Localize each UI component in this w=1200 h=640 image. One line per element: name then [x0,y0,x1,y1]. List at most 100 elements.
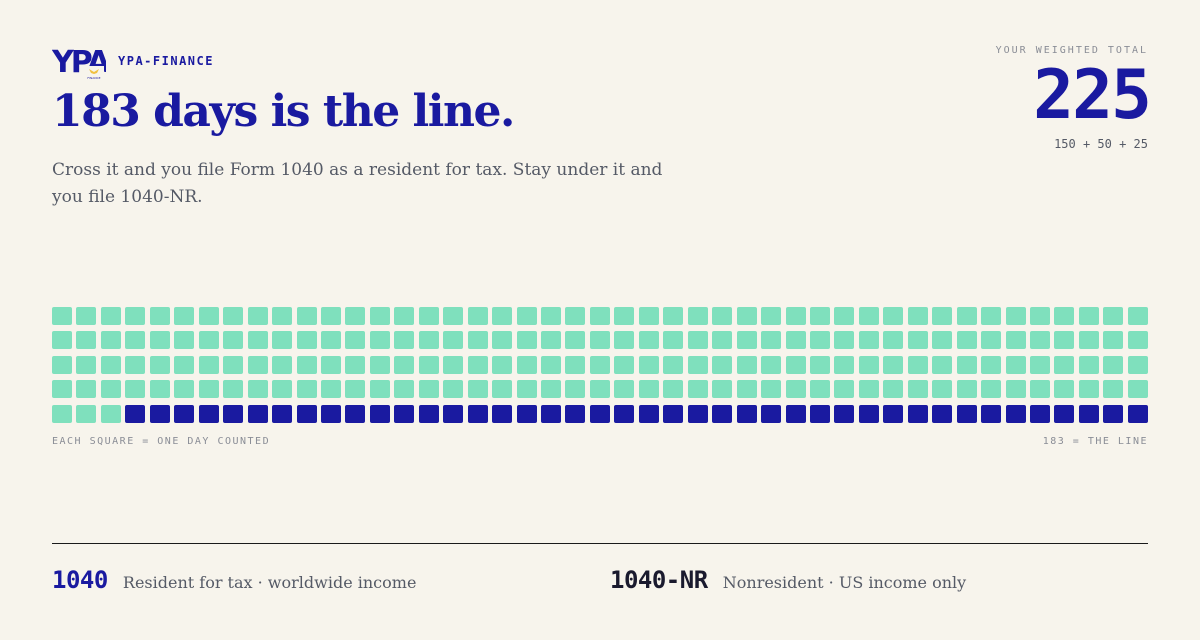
day-square [52,331,72,350]
day-square [174,404,195,423]
day-square [247,355,268,374]
day-square [1054,355,1075,374]
day-square [638,307,659,325]
day-square [687,404,708,423]
day-square [883,404,904,423]
legend-item-1040: 1040 Resident for tax · worldwide income [52,566,416,594]
day-square [1127,331,1148,350]
day-square [736,404,757,423]
day-square [369,307,390,325]
day-square [761,355,782,374]
day-square [296,355,317,374]
day-square [883,355,904,374]
day-square [785,355,806,374]
day-square [541,380,561,399]
day-square [320,355,341,374]
day-square [907,307,928,325]
day-square [492,331,513,350]
day-square [369,331,390,350]
day-square [516,355,537,374]
day-square [956,307,977,325]
day-square [52,307,72,325]
day-square [1005,307,1026,325]
day-square [125,404,146,423]
day-square [687,307,708,325]
day-square [663,404,684,423]
day-square [418,307,439,325]
divider [52,543,1148,544]
day-square [76,307,97,325]
day-square [1078,380,1099,399]
day-square [467,380,488,399]
day-square [492,404,513,423]
day-square [932,355,953,374]
day-square [883,380,904,399]
legend-description-1040-nr: Nonresident · US income only [722,573,967,592]
day-square [712,331,733,350]
day-square [272,380,293,399]
day-square [394,331,415,350]
day-square [247,404,268,423]
eagle-icon [89,69,99,74]
day-square [663,380,684,399]
day-square [932,404,953,423]
day-square [149,404,170,423]
day-square [785,307,806,325]
day-square [369,404,390,423]
day-square [1054,331,1075,350]
day-square [932,380,953,399]
day-square [272,404,293,423]
day-square [345,355,366,374]
day-square [443,331,464,350]
day-square [883,307,904,325]
day-square [907,404,928,423]
day-square [761,380,782,399]
day-square [1078,355,1099,374]
day-square [712,380,733,399]
day-square [541,307,561,325]
weighted-total-breakdown: 150 + 50 + 25 [1054,137,1148,151]
day-square [174,380,195,399]
day-square [956,331,977,350]
legend-code-1040-nr: 1040-NR [610,566,708,594]
day-square [956,380,977,399]
day-square [1127,404,1148,423]
day-square [320,331,341,350]
day-square [1054,404,1075,423]
day-square [809,331,830,350]
day-square [296,404,317,423]
day-square [320,307,341,325]
grid-note-left: EACH SQUARE = ONE DAY COUNTED [52,436,271,447]
day-square [174,331,195,350]
day-square [785,331,806,350]
day-square [394,355,415,374]
day-square [247,307,268,325]
day-square [76,331,97,350]
day-square [1054,307,1075,325]
day-square [589,331,610,350]
day-square [907,355,928,374]
day-square [1127,307,1148,325]
day-square [198,331,219,350]
day-square [736,380,757,399]
day-square [443,380,464,399]
day-square [541,355,561,374]
day-square [418,380,439,399]
day-square [100,404,121,423]
day-square [785,380,806,399]
day-square [834,307,855,325]
day-square [369,355,390,374]
day-square [174,307,195,325]
day-square [809,380,830,399]
lede-text: Cross it and you file Form 1040 as a res… [52,160,663,207]
day-square [223,404,244,423]
day-square [100,355,121,374]
day-square [149,380,170,399]
day-square [443,307,464,325]
brand-name: YPA-FINANCE [118,54,214,68]
day-square [858,355,879,374]
day-square [418,355,439,374]
day-square [52,380,72,399]
day-square [223,355,244,374]
day-square [516,307,537,325]
